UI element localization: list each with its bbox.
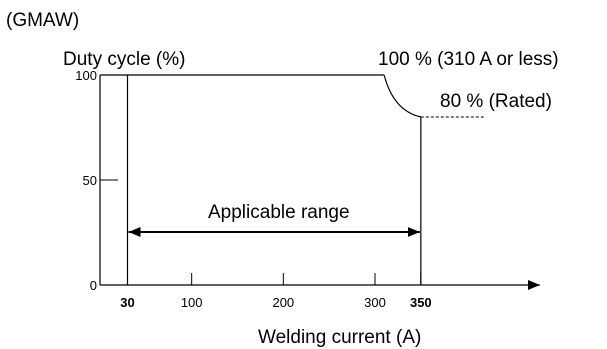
chart-title: (GMAW): [6, 10, 79, 31]
annotation-rated: 80 % (Rated): [440, 91, 552, 112]
x-tick-label: 30: [120, 295, 134, 310]
y-tick-label: 0: [90, 278, 97, 293]
x-ticks: 30 100 200 300 350: [120, 273, 432, 310]
y-tick-label: 50: [83, 173, 97, 188]
y-axis-label: Duty cycle (%): [63, 49, 185, 70]
duty-curve: [383, 74, 421, 118]
x-tick-label: 300: [364, 295, 386, 310]
x-axis-label: Welding current (A): [258, 327, 421, 348]
x-tick-label: 350: [410, 295, 432, 310]
x-tick-label: 100: [181, 295, 203, 310]
y-tick-label: 100: [75, 68, 97, 83]
annotation-full-duty: 100 % (310 A or less): [378, 49, 559, 70]
x-tick-label: 200: [272, 295, 294, 310]
y-ticks: 0 50 100: [75, 68, 118, 293]
annotation-applicable-range: Applicable range: [208, 202, 350, 223]
